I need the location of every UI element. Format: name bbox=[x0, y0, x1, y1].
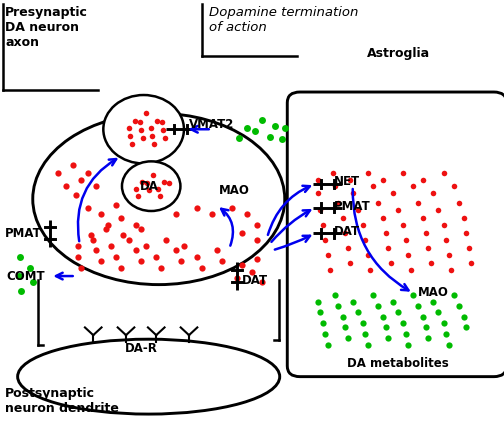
Text: Astroglia: Astroglia bbox=[366, 47, 430, 60]
Text: DA metabolites: DA metabolites bbox=[347, 357, 449, 370]
Circle shape bbox=[103, 95, 184, 163]
Text: NET: NET bbox=[334, 175, 360, 188]
Text: DA: DA bbox=[140, 180, 159, 193]
Text: PMAT: PMAT bbox=[5, 227, 42, 240]
Text: VMAT2: VMAT2 bbox=[189, 118, 234, 131]
Text: PMAT: PMAT bbox=[334, 200, 370, 213]
Text: MAO: MAO bbox=[418, 286, 449, 299]
Text: Dopamine termination
of action: Dopamine termination of action bbox=[209, 6, 358, 34]
Text: Presynaptic
DA neuron
axon: Presynaptic DA neuron axon bbox=[5, 6, 88, 49]
Text: DA-R: DA-R bbox=[124, 342, 158, 355]
Ellipse shape bbox=[18, 339, 280, 414]
Text: COMT: COMT bbox=[7, 270, 45, 283]
Circle shape bbox=[122, 161, 180, 211]
Text: MAO: MAO bbox=[219, 184, 250, 197]
Text: DAT: DAT bbox=[334, 226, 360, 238]
Text: Postsynaptic
neuron dendrite: Postsynaptic neuron dendrite bbox=[5, 387, 119, 415]
Text: DAT: DAT bbox=[242, 274, 268, 287]
FancyBboxPatch shape bbox=[287, 92, 504, 377]
Ellipse shape bbox=[33, 113, 285, 285]
